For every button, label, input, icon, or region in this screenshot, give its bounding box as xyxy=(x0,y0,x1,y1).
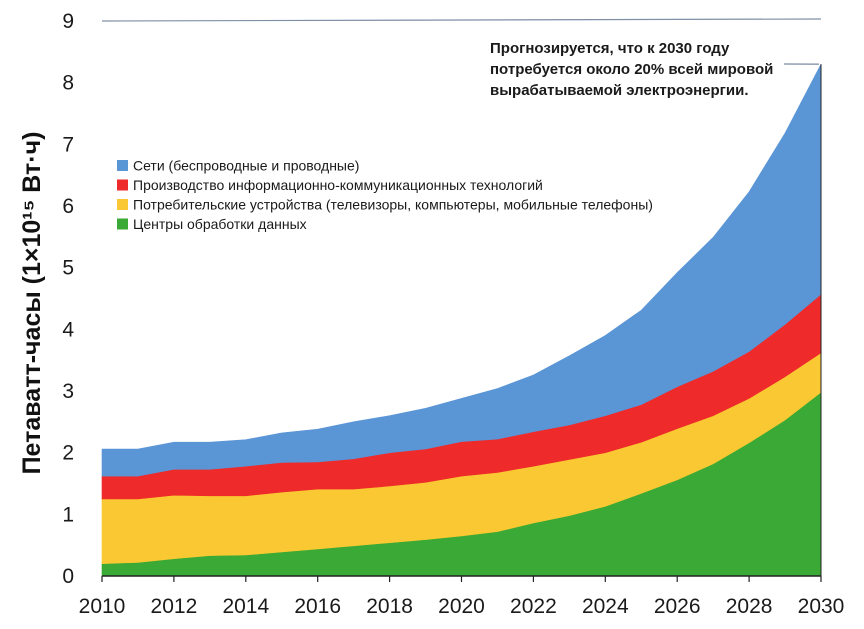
x-tick-label: 2020 xyxy=(438,595,485,618)
y-tick-label: 0 xyxy=(62,565,74,588)
x-tick-label: 2010 xyxy=(79,595,126,618)
legend-swatch xyxy=(117,218,128,230)
x-tick-label: 2028 xyxy=(726,595,773,618)
y-tick-label: 5 xyxy=(62,257,74,280)
legend-label: Центры обработки данных xyxy=(133,216,307,232)
y-tick-label: 1 xyxy=(62,503,74,526)
reference-line-group xyxy=(101,18,822,22)
x-tick-label: 2012 xyxy=(151,595,198,618)
y-tick-labels: 0 1 2 3 4 5 6 7 8 9 xyxy=(62,10,74,588)
area-series-group xyxy=(101,64,822,577)
legend-swatch xyxy=(117,179,128,191)
y-tick-label: 4 xyxy=(62,318,74,341)
x-tick-label: 2022 xyxy=(510,595,557,618)
x-tick-label: 2026 xyxy=(654,595,701,618)
x-tick-label: 2024 xyxy=(582,595,629,618)
reference-line xyxy=(101,18,822,22)
x-tick-labels: 2010 2012 2014 2016 2018 2020 2022 2024 2026 2028… xyxy=(79,576,845,618)
legend-swatch xyxy=(117,160,128,171)
legend-label: Сети (беспроводные и проводные) xyxy=(133,158,359,174)
y-tick-label: 7 xyxy=(62,133,74,156)
legend: Сети (беспроводные и проводные) Производс… xyxy=(117,158,653,232)
annotation-line: Прогнозируется, что к 2030 году xyxy=(490,40,730,57)
y-tick-label: 6 xyxy=(62,195,74,218)
y-tick-label: 3 xyxy=(62,380,74,403)
y-axis-title: Петаватт-часы (1×10¹⁵ Вт·ч) xyxy=(18,132,46,475)
y-tick-label: 2 xyxy=(62,442,74,465)
y-tick-label: 8 xyxy=(62,72,74,95)
legend-label: Потребительские устройства (телевизоры, … xyxy=(133,197,653,213)
x-tick-label: 2030 xyxy=(798,595,845,618)
annotation-group: Прогнозируется, что к 2030 году потребует… xyxy=(490,40,820,99)
y-tick-label: 9 xyxy=(62,10,74,33)
x-tick-label: 2016 xyxy=(294,595,341,618)
x-tick-label: 2014 xyxy=(222,595,269,618)
x-tick-label: 2018 xyxy=(366,595,413,618)
annotation-line: потребуется около 20% всей мировой xyxy=(490,61,773,78)
annotation-line: вырабатываемой электроэнергии. xyxy=(490,82,749,99)
legend-swatch xyxy=(117,199,128,210)
legend-label: Производство информационно-коммуникацион… xyxy=(133,177,543,193)
